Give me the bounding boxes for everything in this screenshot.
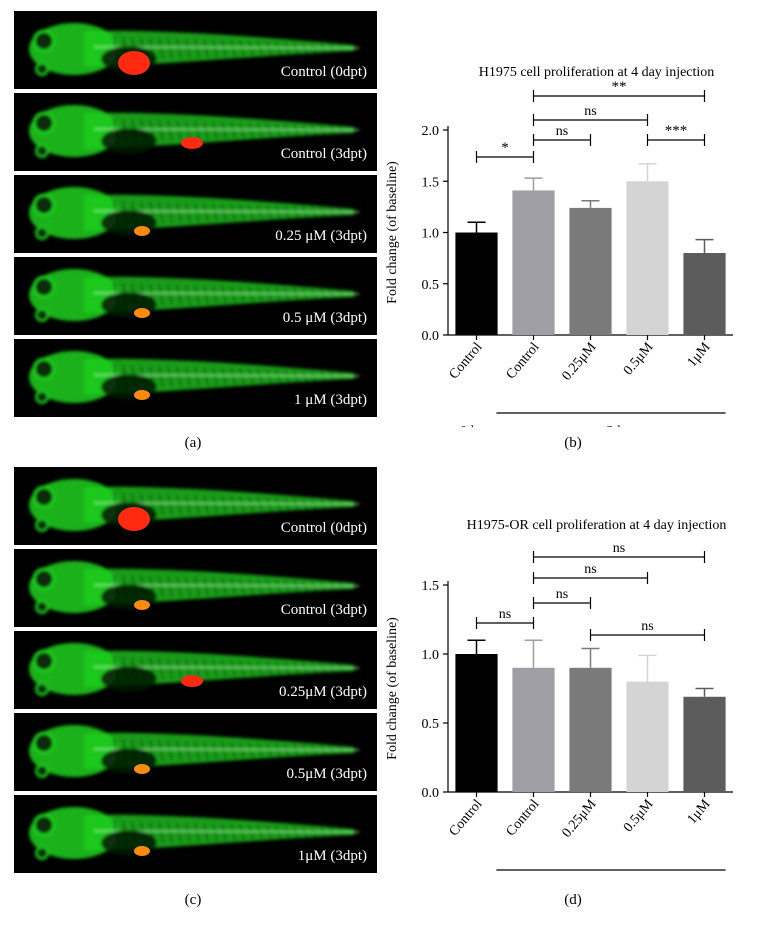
tumor-cell-cluster [181, 675, 203, 687]
y-tick-label: 0.0 [422, 329, 440, 344]
caption-a: (a) [184, 435, 202, 451]
fluorescence-micrograph: Control (0dpt) [14, 467, 377, 545]
micrograph-condition-label: 0.25 μM (3dpt) [275, 228, 367, 244]
significance-label: ns [641, 619, 653, 634]
x-tick-label: 0.5μM [621, 797, 657, 836]
tumor-cell-cluster [134, 600, 150, 610]
fluorescence-micrograph: Control (3dpt) [14, 549, 377, 627]
y-tick-label: 1.5 [422, 579, 440, 594]
bar [626, 181, 669, 335]
tumor-cell-cluster [134, 846, 150, 856]
micrograph-condition-label: 0.5μM (3dpt) [286, 766, 367, 782]
tumor-cell-cluster [134, 308, 150, 318]
group-label: 0dpt [460, 424, 485, 427]
bar [683, 253, 726, 335]
y-tick-label: 1.0 [422, 227, 440, 242]
chart-d: H1975-OR cell proliferation at 4 day inj… [385, 518, 733, 871]
chart-b: H1975 cell proliferation at 4 day inject… [385, 65, 733, 427]
x-tick-label: Control [447, 340, 486, 382]
significance-label: ns [556, 124, 568, 139]
x-tick-label: Control [504, 340, 543, 382]
fluorescence-micrograph: 1 μM (3dpt) [14, 339, 377, 417]
significance-label: * [501, 140, 509, 156]
micrograph-condition-label: 1μM (3dpt) [297, 848, 367, 864]
zebrafish-body [29, 643, 360, 696]
tumor-cell-cluster [134, 764, 150, 774]
micrograph-condition-label: Control (3dpt) [280, 146, 367, 162]
fluorescence-micrograph: 1μM (3dpt) [14, 795, 377, 873]
y-tick-label: 1.0 [422, 648, 440, 663]
fluorescence-micrograph: 0.5μM (3dpt) [14, 713, 377, 791]
significance-label: ** [612, 79, 627, 95]
micrograph-condition-label: 0.25μM (3dpt) [278, 684, 367, 700]
y-tick-label: 1.5 [422, 175, 440, 190]
fluorescence-micrograph: Control (3dpt) [14, 93, 377, 171]
fluorescence-micrograph: 0.25μM (3dpt) [14, 631, 377, 709]
significance-label: ns [584, 104, 596, 119]
bar [626, 681, 669, 792]
tumor-cell-cluster [181, 137, 203, 149]
x-tick-label: 0.25μM [559, 797, 599, 841]
tumor-cell-cluster [118, 507, 150, 531]
tumor-cell-cluster [118, 51, 150, 75]
bar [455, 232, 498, 335]
significance-label: *** [665, 123, 688, 139]
significance-label: ns [613, 541, 625, 556]
y-axis-label: Fold change (of baseline) [385, 161, 400, 304]
significance-label: ns [499, 607, 511, 622]
micrograph-condition-label: 0.5 μM (3dpt) [282, 310, 367, 326]
bar [683, 696, 726, 792]
micrograph-condition-label: Control (0dpt) [280, 64, 367, 80]
zebrafish-body [29, 351, 360, 404]
chart-title: H1975 cell proliferation at 4 day inject… [479, 65, 715, 80]
x-tick-label: Control [447, 797, 486, 839]
tumor-cell-cluster [134, 390, 150, 400]
micrograph-condition-label: Control (0dpt) [280, 520, 367, 536]
bar [455, 654, 498, 792]
x-tick-label: 0.5μM [621, 340, 657, 379]
zebrafish-body [29, 105, 360, 158]
x-tick-label: 0.25μM [559, 340, 599, 384]
zebrafish-body [29, 23, 360, 76]
zebrafish-body [29, 807, 360, 860]
significance-label: ns [556, 587, 568, 602]
fluorescence-micrograph: Control (0dpt) [14, 11, 377, 89]
caption-c: (c) [184, 892, 202, 908]
bar [512, 667, 555, 792]
y-tick-label: 0.5 [422, 717, 440, 732]
y-tick-label: 2.0 [422, 124, 440, 139]
micrograph-condition-label: 1 μM (3dpt) [293, 392, 367, 408]
bar [569, 207, 612, 335]
chart-title: H1975-OR cell proliferation at 4 day inj… [467, 518, 727, 533]
x-tick-label: 1μM [685, 340, 714, 371]
bar [512, 190, 555, 335]
zebrafish-body [29, 187, 360, 240]
zebrafish-body [29, 269, 360, 322]
micrograph-condition-label: Control (3dpt) [280, 602, 367, 618]
significance-label: ns [584, 562, 596, 577]
group-label: 3dpt [607, 424, 632, 427]
bar [569, 667, 612, 792]
y-axis-label: Fold change (of baseline) [385, 617, 400, 760]
y-tick-label: 0.0 [422, 786, 440, 801]
x-tick-label: Control [504, 797, 543, 839]
fluorescence-micrograph: 0.5 μM (3dpt) [14, 257, 377, 335]
y-tick-label: 0.5 [422, 278, 440, 293]
tumor-cell-cluster [134, 226, 150, 236]
caption-d: (d) [564, 892, 582, 908]
x-tick-label: 1μM [685, 797, 714, 828]
fluorescence-micrograph: 0.25 μM (3dpt) [14, 175, 377, 253]
caption-b: (b) [564, 435, 582, 451]
